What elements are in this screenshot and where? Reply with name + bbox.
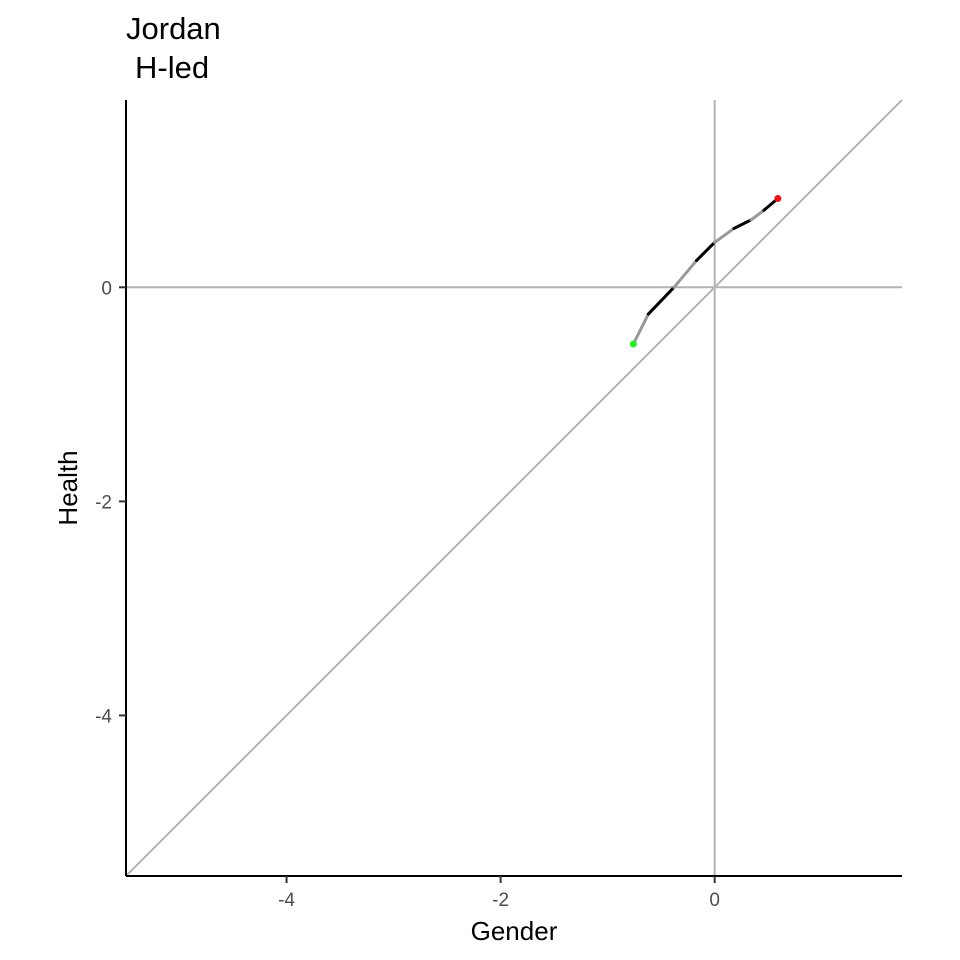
reference-line-diagonal (125, 99, 903, 877)
series-0-segment-0 (631, 312, 650, 346)
series-0-segment-2 (672, 259, 698, 289)
series-0-segment-5 (732, 218, 753, 230)
x-axis-title: Gender (471, 916, 558, 946)
y-axis-ticks: -4 -2 0 (95, 278, 126, 727)
series-0-segment-3 (694, 240, 717, 263)
y-tick-label: -4 (95, 706, 112, 727)
series-0-segment-1 (646, 285, 676, 316)
y-tick-label: -2 (95, 492, 112, 513)
chart-title-line-2: H-led (135, 50, 209, 85)
reference-lines (125, 99, 903, 877)
series-0-segment-4 (713, 226, 736, 244)
x-tick-label: 0 (709, 890, 720, 911)
chart-title-line-1: Jordan (126, 11, 221, 46)
x-axis-ticks: -4 -2 0 (278, 876, 720, 911)
x-tick-label: -4 (278, 890, 295, 911)
points-layer (629, 194, 782, 348)
series-layer (631, 196, 780, 346)
x-tick-label: -2 (492, 890, 509, 911)
y-tick-label: 0 (101, 278, 112, 299)
y-axis-title: Health (53, 450, 83, 525)
end-point (774, 194, 782, 202)
start-point (629, 340, 637, 348)
series-0-segment-6 (749, 208, 766, 222)
